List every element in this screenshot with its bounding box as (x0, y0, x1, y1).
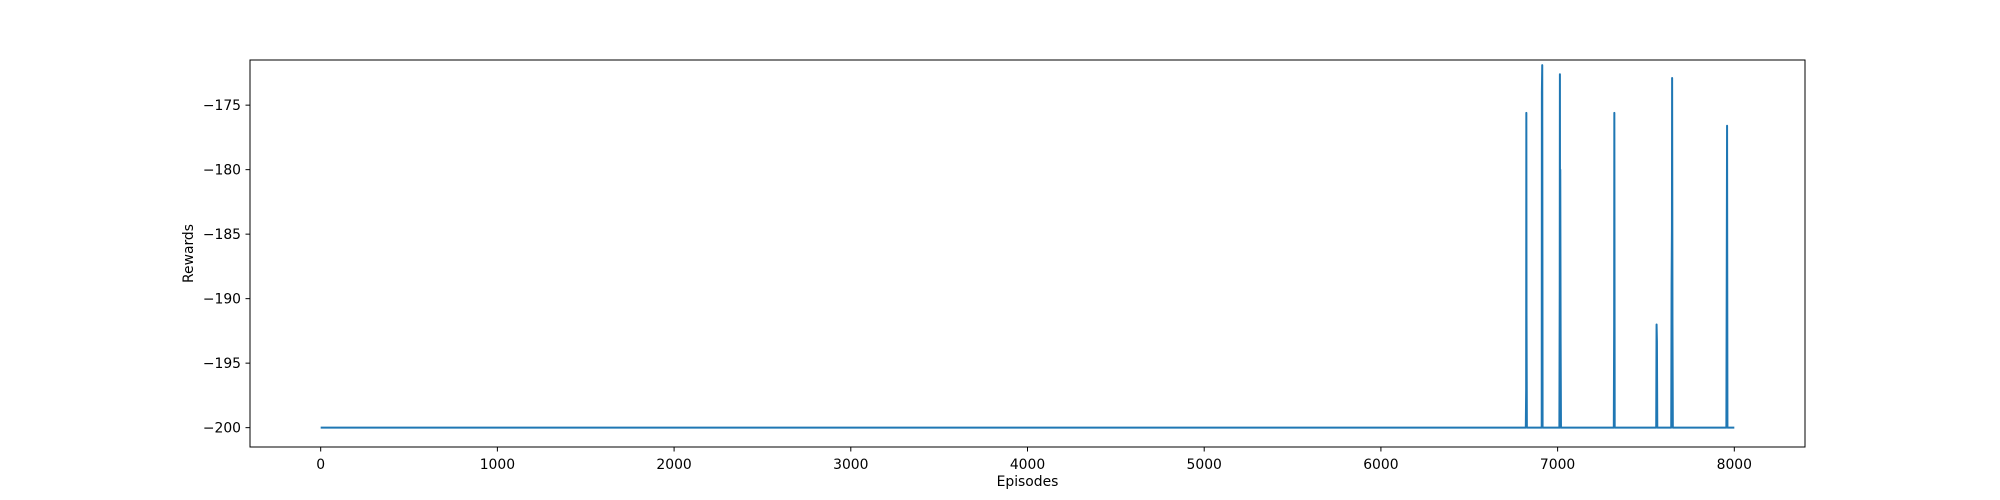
y-tick-label: −200 (203, 421, 241, 437)
x-tick-label: 6000 (1363, 457, 1398, 473)
plot-frame (249, 59, 1806, 448)
x-tick-label: 1000 (480, 457, 515, 473)
x-axis: 0 1000 2000 3000 4000 5000 6000 7000 8000 (316, 447, 1752, 473)
y-tick-label: −195 (203, 356, 241, 372)
x-tick-label: 0 (316, 457, 325, 473)
x-tick-label: 7000 (1540, 457, 1575, 473)
x-axis-label: Episodes (997, 474, 1059, 490)
x-tick-label: 5000 (1187, 457, 1222, 473)
y-axis-label: Rewards (181, 224, 197, 283)
y-axis: −200 −195 −190 −185 −180 −175 (203, 98, 250, 437)
y-tick-label: −180 (203, 163, 241, 179)
y-tick-label: −175 (203, 98, 241, 114)
x-tick-label: 2000 (656, 457, 691, 473)
series-line-1 (320, 64, 1735, 429)
y-tick-label: −185 (203, 227, 241, 243)
x-tick-label: 4000 (1010, 457, 1045, 473)
y-tick-label: −190 (203, 292, 241, 308)
x-tick-label: 3000 (833, 457, 868, 473)
x-tick-label: 8000 (1717, 457, 1752, 473)
plot-marks (320, 64, 1735, 429)
